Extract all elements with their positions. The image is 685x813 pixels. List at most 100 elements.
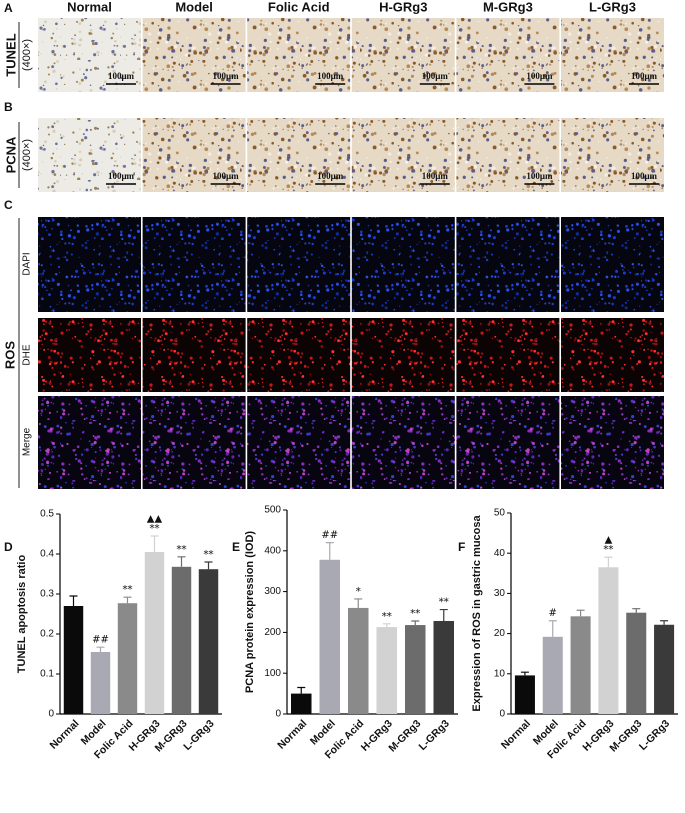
bar bbox=[144, 552, 165, 714]
fluorescence-image bbox=[456, 318, 560, 392]
x-tick-label: Normal bbox=[48, 718, 82, 752]
scale-bar-label: 100μm bbox=[108, 71, 135, 81]
fluorescence-image bbox=[561, 318, 664, 392]
scale-bar-label: 100μm bbox=[526, 171, 553, 181]
panel-label: F bbox=[458, 540, 465, 554]
error-bar bbox=[69, 595, 78, 606]
panel-label: D bbox=[4, 540, 13, 554]
channel-label: DAPI bbox=[22, 252, 33, 275]
y-tick-label: 10 bbox=[494, 668, 506, 679]
bar bbox=[90, 652, 111, 714]
significance-mark: ** bbox=[382, 611, 392, 622]
fluorescence-image bbox=[456, 396, 560, 489]
bar bbox=[319, 559, 341, 714]
fluorescence-image bbox=[561, 217, 664, 312]
y-tick-label: 500 bbox=[264, 505, 281, 516]
micrograph bbox=[142, 118, 246, 192]
error-bar bbox=[604, 556, 613, 568]
fluorescence-image bbox=[38, 396, 141, 489]
fluorescence-image bbox=[351, 217, 455, 312]
bar bbox=[63, 606, 84, 714]
scale-bar-label: 100μm bbox=[422, 171, 449, 181]
panel-label: A bbox=[4, 1, 13, 15]
y-tick-label: 0 bbox=[48, 709, 54, 720]
bar bbox=[171, 566, 192, 714]
column-header: Normal bbox=[67, 0, 112, 14]
bar bbox=[290, 693, 312, 714]
channel-label: DHE bbox=[22, 344, 33, 365]
micrograph bbox=[351, 18, 455, 92]
bar bbox=[117, 603, 138, 714]
y-tick-label: 20 bbox=[494, 628, 506, 639]
significance-mark: # bbox=[549, 608, 557, 619]
significance-mark: ** bbox=[410, 608, 420, 619]
row-stain: PCNA bbox=[3, 136, 18, 173]
micrograph bbox=[247, 118, 351, 192]
y-tick-label: 40 bbox=[494, 548, 506, 559]
scale-bar-label: 100μm bbox=[631, 171, 658, 181]
x-tick-label: Normal bbox=[499, 718, 533, 752]
micrograph bbox=[142, 18, 246, 92]
micrograph bbox=[38, 18, 141, 92]
fluorescence-image bbox=[351, 396, 455, 489]
micrograph bbox=[38, 118, 141, 192]
error-bar bbox=[520, 671, 529, 676]
column-header: H-GRg3 bbox=[379, 0, 427, 14]
panel-label: B bbox=[4, 100, 13, 114]
error-bar bbox=[123, 596, 132, 604]
bar bbox=[570, 616, 591, 714]
micrograph bbox=[456, 18, 560, 92]
fluorescence-image bbox=[38, 217, 141, 312]
bar bbox=[654, 624, 675, 714]
error-bar bbox=[325, 542, 334, 560]
significance-mark: ▲▲ bbox=[147, 514, 163, 525]
micrograph bbox=[561, 118, 664, 192]
bar bbox=[376, 627, 398, 714]
row-magnification: (400×) bbox=[21, 139, 33, 171]
column-header: L-GRg3 bbox=[589, 0, 636, 14]
fluorescence-image bbox=[247, 318, 351, 392]
fluorescence-image bbox=[456, 217, 560, 312]
significance-mark: ** bbox=[150, 524, 160, 535]
y-tick-label: 200 bbox=[264, 627, 281, 638]
x-tick-label: M-GRg3 bbox=[386, 717, 423, 754]
x-tick-label: L-GRg3 bbox=[637, 717, 672, 752]
error-bar bbox=[411, 620, 420, 626]
fluorescence-image bbox=[142, 318, 246, 392]
error-bar bbox=[576, 609, 585, 617]
y-tick-label: 0 bbox=[499, 709, 505, 720]
scale-bar-label: 100μm bbox=[422, 71, 449, 81]
column-header: Model bbox=[175, 0, 213, 14]
fluorescence-image bbox=[142, 217, 246, 312]
bar bbox=[514, 675, 535, 714]
significance-mark: * bbox=[356, 586, 361, 597]
y-tick-label: 30 bbox=[494, 588, 506, 599]
row-magnification: (400×) bbox=[21, 39, 33, 71]
scale-bar-label: 100μm bbox=[108, 171, 135, 181]
micrograph bbox=[456, 118, 560, 192]
y-tick-label: 50 bbox=[494, 508, 506, 519]
significance-mark: ** bbox=[204, 550, 214, 561]
y-tick-label: 400 bbox=[264, 545, 281, 556]
scale-bar-label: 100μm bbox=[317, 171, 344, 181]
bar bbox=[626, 612, 647, 714]
y-tick-label: 0 bbox=[275, 709, 281, 720]
bar bbox=[598, 567, 619, 714]
error-bar bbox=[96, 646, 105, 652]
y-tick-label: 100 bbox=[264, 668, 281, 679]
scale-bar-label: 100μm bbox=[213, 71, 240, 81]
significance-mark: ** bbox=[177, 544, 187, 555]
scale-bar-label: 100μm bbox=[631, 71, 658, 81]
error-bar bbox=[548, 620, 557, 637]
fluorescence-image bbox=[247, 217, 351, 312]
channel-label: Merge bbox=[22, 427, 33, 456]
fluorescence-image bbox=[561, 396, 664, 489]
fluorescence-image bbox=[38, 318, 141, 392]
error-bar bbox=[632, 608, 641, 613]
panel-label: C bbox=[4, 198, 13, 212]
y-axis-title: Expression of ROS in gastric mucosa bbox=[471, 515, 483, 712]
error-bar bbox=[660, 620, 669, 625]
scale-bar-label: 100μm bbox=[317, 71, 344, 81]
row-group: ROS bbox=[2, 341, 17, 370]
